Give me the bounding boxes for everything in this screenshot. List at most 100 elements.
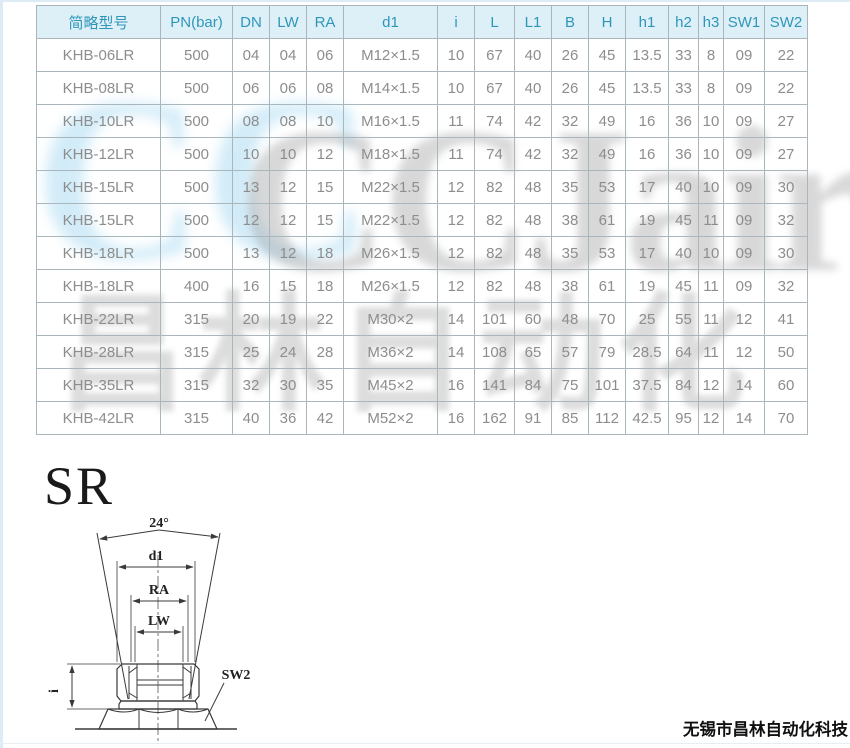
spec-cell: 10 [698, 104, 724, 138]
column-header: RA [306, 5, 344, 39]
spec-cell: 27 [764, 137, 808, 171]
spec-cell: 79 [588, 335, 626, 369]
spec-cell: 04 [232, 38, 270, 72]
spec-cell: 08 [269, 104, 307, 138]
spec-cell: 32 [232, 368, 270, 402]
spec-cell: 10 [437, 71, 475, 105]
spec-cell: 15 [306, 203, 344, 237]
spec-cell: 22 [764, 71, 808, 105]
spec-cell: 10 [698, 170, 724, 204]
column-header: L [474, 5, 515, 39]
diagram-container: 24° d1 RA LW SW2 i [40, 503, 340, 748]
spec-cell: M16×1.5 [343, 104, 438, 138]
spec-cell: 10 [698, 137, 724, 171]
spec-cell: M22×1.5 [343, 170, 438, 204]
model-cell: KHB-18LR [36, 236, 161, 270]
model-cell: KHB-42LR [36, 401, 161, 435]
model-cell: KHB-15LR [36, 170, 161, 204]
spec-cell: 06 [232, 71, 270, 105]
spec-cell: 04 [269, 38, 307, 72]
spec-cell: 141 [474, 368, 515, 402]
spec-cell: 19 [625, 203, 669, 237]
spec-cell: 315 [160, 401, 233, 435]
spec-cell: 28.5 [625, 335, 669, 369]
spec-cell: 18 [306, 269, 344, 303]
cone-left-line [96, 532, 129, 700]
spec-cell: 40 [232, 401, 270, 435]
spec-cell: 101 [588, 368, 626, 402]
table-row: KHB-22LR 315 20 19 22 M30×2 14 101 60 48 70 25 55 11 1… [36, 302, 808, 336]
spec-cell: 09 [723, 236, 765, 270]
left-edge-line [0, 0, 3, 748]
spec-cell: 315 [160, 368, 233, 402]
spec-cell: 60 [764, 368, 808, 402]
spec-cell: 36 [269, 401, 307, 435]
spec-cell: 112 [588, 401, 626, 435]
spec-cell: 500 [160, 71, 233, 105]
model-cell: KHB-35LR [36, 368, 161, 402]
spec-cell: 10 [306, 104, 344, 138]
spec-cell: 10 [232, 137, 270, 171]
model-cell: KHB-18LR [36, 269, 161, 303]
spec-cell: 70 [588, 302, 626, 336]
spec-cell: 65 [514, 335, 552, 369]
spec-cell: 33 [668, 38, 699, 72]
spec-cell: 17 [625, 236, 669, 270]
spec-cell: M30×2 [343, 302, 438, 336]
cone-right-line [188, 532, 221, 700]
spec-cell: M26×1.5 [343, 236, 438, 270]
spec-cell: 09 [723, 269, 765, 303]
spec-cell: 82 [474, 236, 515, 270]
spec-cell: 26 [551, 71, 589, 105]
spec-cell: M18×1.5 [343, 137, 438, 171]
sr-fitting-diagram: 24° d1 RA LW SW2 i [47, 516, 250, 742]
angle-dim-left [99, 529, 160, 541]
spec-cell: 40 [514, 38, 552, 72]
model-cell: KHB-06LR [36, 38, 161, 72]
spec-cell: 06 [306, 38, 344, 72]
spec-cell: 48 [514, 203, 552, 237]
spec-cell: 500 [160, 203, 233, 237]
spec-cell: 36 [668, 137, 699, 171]
spec-cell: 500 [160, 137, 233, 171]
spec-cell: 75 [551, 368, 589, 402]
spec-cell: 25 [232, 335, 270, 369]
spec-cell: 09 [723, 137, 765, 171]
spec-cell: 32 [764, 269, 808, 303]
column-header: d1 [343, 5, 438, 39]
model-cell: KHB-08LR [36, 71, 161, 105]
model-cell: KHB-22LR [36, 302, 161, 336]
spec-cell: 38 [551, 269, 589, 303]
spec-cell: 16 [625, 104, 669, 138]
model-cell: KHB-10LR [36, 104, 161, 138]
spec-cell: 85 [551, 401, 589, 435]
spec-cell: M52×2 [343, 401, 438, 435]
spec-cell: 40 [668, 236, 699, 270]
spec-cell: 10 [698, 236, 724, 270]
spec-cell: 33 [668, 71, 699, 105]
spec-cell: 09 [723, 71, 765, 105]
spec-cell: 11 [698, 335, 724, 369]
spec-cell: 500 [160, 236, 233, 270]
table-row: KHB-08LR 500 06 06 08 M14×1.5 10 67 40 26 45 13.5 33… [36, 71, 808, 105]
spec-cell: 13 [232, 236, 270, 270]
spec-cell: 42 [514, 137, 552, 171]
spec-cell: 13.5 [625, 38, 669, 72]
column-header: 简略型号 [36, 5, 161, 39]
spec-cell: 84 [514, 368, 552, 402]
spec-cell: 09 [723, 170, 765, 204]
table-row: KHB-28LR 315 25 24 28 M36×2 14 108 65 57 79 28.5 64 1… [36, 335, 808, 369]
spec-cell: 19 [269, 302, 307, 336]
spec-cell: 09 [723, 38, 765, 72]
d1-label: d1 [149, 549, 164, 564]
company-footer-text: 无锡市昌林自动化科技 [683, 721, 848, 739]
spec-cell: 48 [514, 170, 552, 204]
spec-cell: 10 [269, 137, 307, 171]
lw-label: LW [148, 614, 170, 629]
spec-table-body: KHB-06LR 500 04 04 06 M12×1.5 10 67 40 26 45 13.5 33… [36, 38, 808, 435]
spec-cell: 8 [698, 71, 724, 105]
column-header: LW [269, 5, 307, 39]
spec-cell: 17 [625, 170, 669, 204]
spec-cell: 12 [723, 335, 765, 369]
